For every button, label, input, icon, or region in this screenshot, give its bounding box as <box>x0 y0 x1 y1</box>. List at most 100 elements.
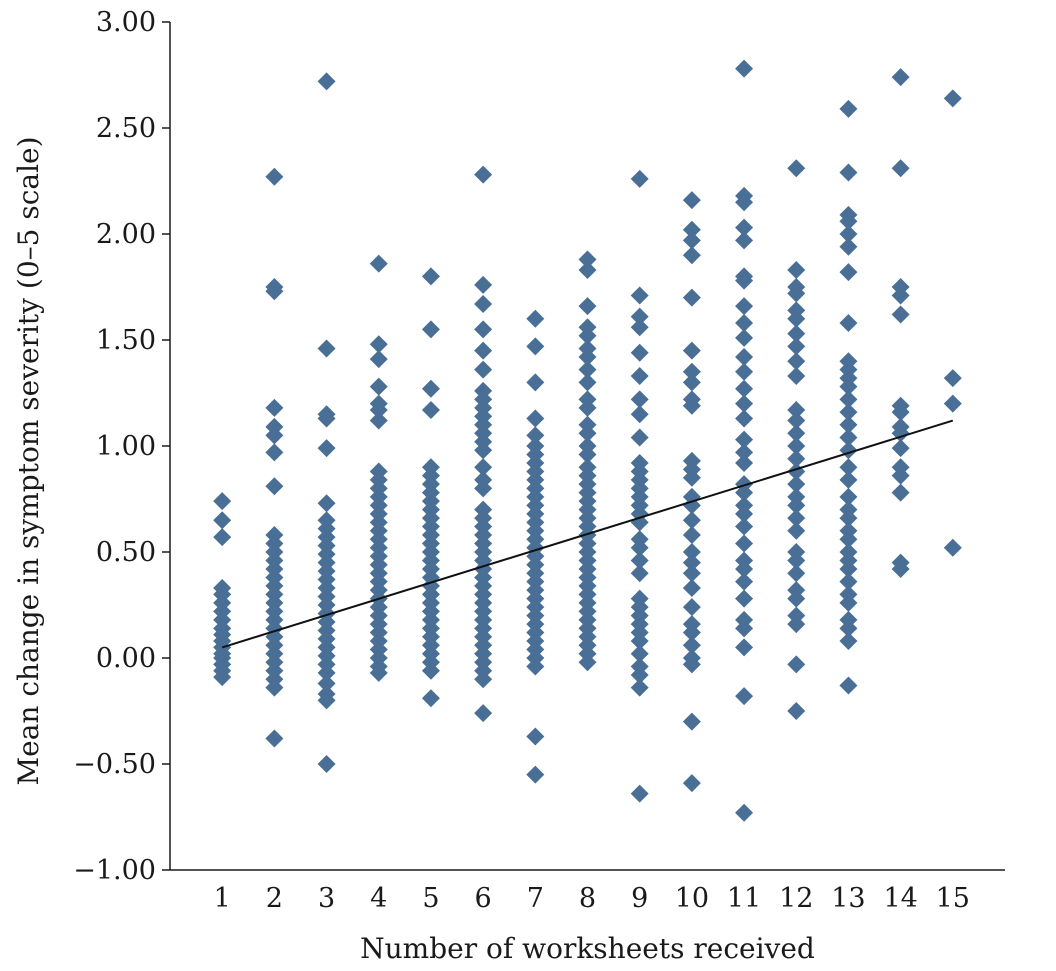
data-point <box>682 543 701 561</box>
data-point <box>682 246 701 265</box>
data-point <box>265 477 284 496</box>
data-point <box>735 362 754 381</box>
y-tick-label: 0.50 <box>96 537 156 568</box>
data-point <box>787 509 806 528</box>
data-point <box>891 483 910 502</box>
data-point <box>891 403 910 422</box>
data-point <box>735 193 754 212</box>
data-point <box>526 409 545 428</box>
data-point <box>943 89 962 108</box>
data-point <box>735 231 754 250</box>
y-axis-title: Mean change in symptom severity (0–5 sca… <box>12 136 45 785</box>
data-point <box>943 538 962 557</box>
data-point <box>735 379 754 398</box>
data-point <box>839 619 858 638</box>
data-point <box>735 394 754 413</box>
data-point <box>578 653 597 672</box>
data-point <box>682 191 701 210</box>
data-point <box>735 59 754 78</box>
data-point <box>213 668 232 687</box>
y-axis-ticks: −1.00 −0.50 0.00 0.50 1.00 1.50 2.00 2.50 3.00 <box>73 7 170 886</box>
data-point <box>735 271 754 290</box>
data-point <box>682 220 701 239</box>
data-point <box>630 678 649 697</box>
data-point <box>787 496 806 515</box>
data-point <box>317 494 336 513</box>
data-point <box>682 468 701 487</box>
data-point <box>578 445 597 464</box>
data-point <box>787 324 806 343</box>
x-tick-label: 1 <box>214 883 231 914</box>
data-point <box>839 632 858 651</box>
data-point <box>891 466 910 485</box>
data-point <box>526 337 545 356</box>
data-point <box>787 261 806 280</box>
data-point <box>682 362 701 381</box>
data-point <box>735 443 754 462</box>
data-point <box>578 326 597 345</box>
y-tick-label: −0.50 <box>73 749 156 780</box>
x-tick-label: 7 <box>527 883 544 914</box>
data-point <box>265 443 284 462</box>
data-point <box>317 755 336 773</box>
data-point <box>891 159 910 178</box>
data-point <box>735 559 754 578</box>
x-tick-label: 14 <box>883 883 917 914</box>
data-point <box>839 314 858 333</box>
data-point <box>630 307 649 326</box>
data-point <box>735 409 754 428</box>
data-point <box>474 341 493 360</box>
data-point <box>630 551 649 570</box>
data-point <box>578 250 597 269</box>
data-point <box>735 218 754 237</box>
data-point <box>526 765 545 784</box>
data-point <box>787 437 806 455</box>
y-tick-label: 1.00 <box>96 431 156 462</box>
data-point <box>474 479 493 498</box>
x-tick-label: 9 <box>631 883 648 914</box>
data-point <box>839 212 858 231</box>
x-axis-title: Number of worksheets received <box>360 932 815 965</box>
data-point <box>839 593 858 612</box>
data-point <box>839 377 858 396</box>
data-point <box>787 424 806 443</box>
data-point <box>787 702 806 720</box>
data-point <box>474 441 493 460</box>
data-point <box>735 534 754 553</box>
data-point <box>735 687 754 706</box>
data-point <box>526 426 545 445</box>
data-point <box>787 367 806 386</box>
data-point <box>421 267 440 286</box>
x-tick-label: 8 <box>579 883 596 914</box>
data-point <box>630 644 649 663</box>
data-point <box>317 439 336 458</box>
data-point <box>787 284 806 303</box>
data-point <box>630 169 649 188</box>
data-point <box>891 439 910 458</box>
data-point <box>265 729 284 748</box>
data-point <box>787 589 806 608</box>
data-point <box>682 579 701 598</box>
data-point <box>735 297 754 316</box>
data-point <box>839 237 858 256</box>
data-point <box>474 165 493 184</box>
data-point <box>682 712 701 731</box>
y-tick-label: 2.50 <box>96 113 156 144</box>
data-point <box>317 409 336 428</box>
data-point <box>630 665 649 684</box>
data-point <box>943 394 962 413</box>
data-point <box>265 678 284 697</box>
data-point <box>213 492 232 511</box>
data-point <box>839 509 858 528</box>
data-point <box>265 398 284 417</box>
data-point <box>787 411 806 430</box>
data-point <box>682 636 701 655</box>
data-point <box>317 339 336 358</box>
data-point <box>787 309 806 328</box>
data-point <box>630 513 649 532</box>
data-point <box>369 400 388 419</box>
data-point <box>474 704 493 723</box>
data-point <box>630 343 649 362</box>
x-tick-label: 4 <box>370 883 387 914</box>
data-point <box>578 297 597 316</box>
